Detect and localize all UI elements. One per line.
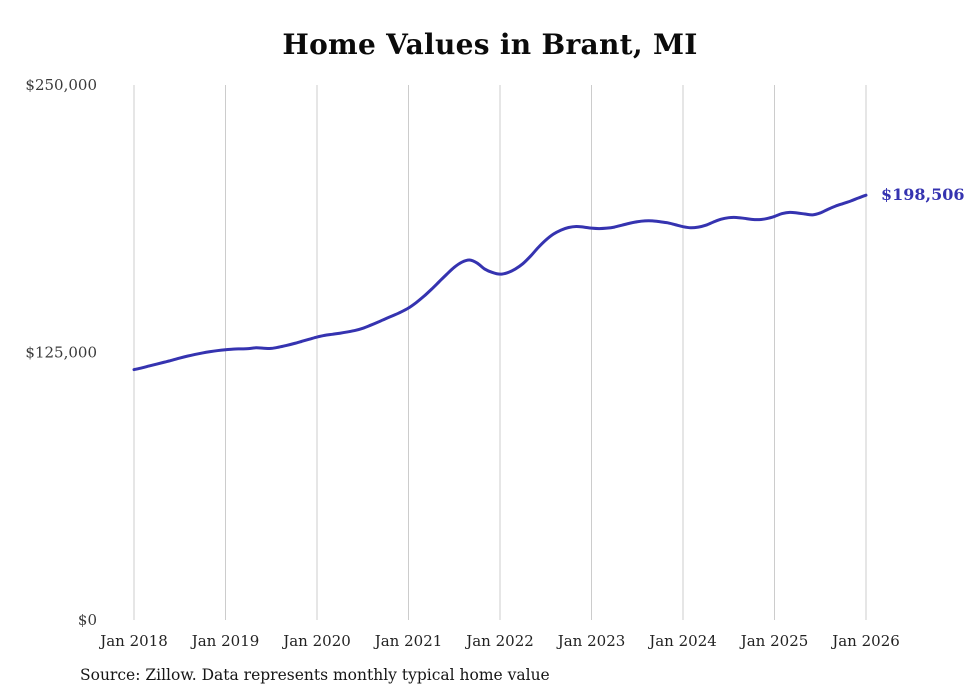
x-tick-label: Jan 2025 — [739, 632, 809, 650]
x-tick-label: Jan 2019 — [190, 632, 260, 650]
x-tick-label: Jan 2023 — [556, 632, 626, 650]
y-tick-label: $0 — [78, 611, 97, 629]
axis-labels: Jan 2018 Jan 2019 Jan 2020 Jan 2021 Jan 2022… — [25, 76, 899, 650]
source-note: Source: Zillow. Data represents monthly … — [80, 666, 550, 684]
series-path — [132, 193, 868, 372]
series-layer: $198,506 — [132, 185, 965, 372]
y-tick-label: $125,000 — [25, 344, 97, 362]
y-tick-label: $250,000 — [25, 76, 97, 94]
x-tick-label: Jan 2020 — [281, 632, 351, 650]
x-tick-label: Jan 2026 — [830, 632, 900, 650]
x-tick-label: Jan 2024 — [647, 632, 717, 650]
end-value-label: $198,506 — [881, 185, 965, 204]
gridlines — [133, 85, 867, 620]
x-tick-label: Jan 2021 — [373, 632, 443, 650]
x-tick-label: Jan 2022 — [464, 632, 534, 650]
chart-title: Home Values in Brant, MI — [282, 28, 698, 61]
x-tick-label: Jan 2018 — [98, 632, 168, 650]
